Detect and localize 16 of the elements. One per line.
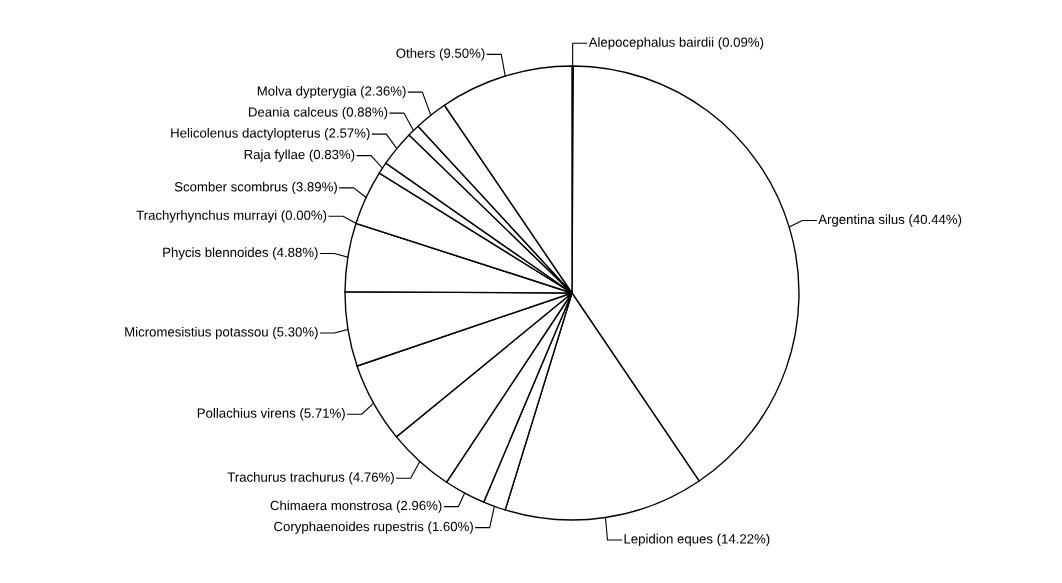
legend-label: Trachyrhynchus murrayi (0.00%): [136, 210, 327, 223]
slice-label: Deania calceus (0.88%): [249, 107, 388, 120]
slice-label: Argentina silus (40.44%): [818, 214, 962, 227]
slice-label: Alepocephalus bairdii (0.09%): [588, 37, 764, 50]
slice-label: Pollachius virens (5.71%): [197, 408, 345, 421]
slice-label: Scomber scombrus (3.89%): [174, 181, 337, 195]
slice-label: Phycis blennoides (4.88%): [163, 247, 318, 260]
slice-label: Helicolenus dactylopterus (2.57%): [171, 128, 370, 141]
slice-label: Chimaera monstrosa (2.96%): [270, 500, 442, 513]
slice-label: Trachurus trachurus (4.76%): [227, 472, 394, 485]
slice-label: Others (9.50%): [396, 48, 485, 61]
slice-label: Micromesistius potassou (5.30%): [125, 326, 318, 340]
slice-label: Coryphaenoides rupestris (1.60%): [274, 521, 473, 534]
slice-label: Raja fyllae (0.83%): [244, 149, 355, 162]
slice-label: Lepidion eques (14.22%): [624, 533, 770, 547]
slice-label: Molva dypterygia (2.36%): [257, 86, 406, 99]
